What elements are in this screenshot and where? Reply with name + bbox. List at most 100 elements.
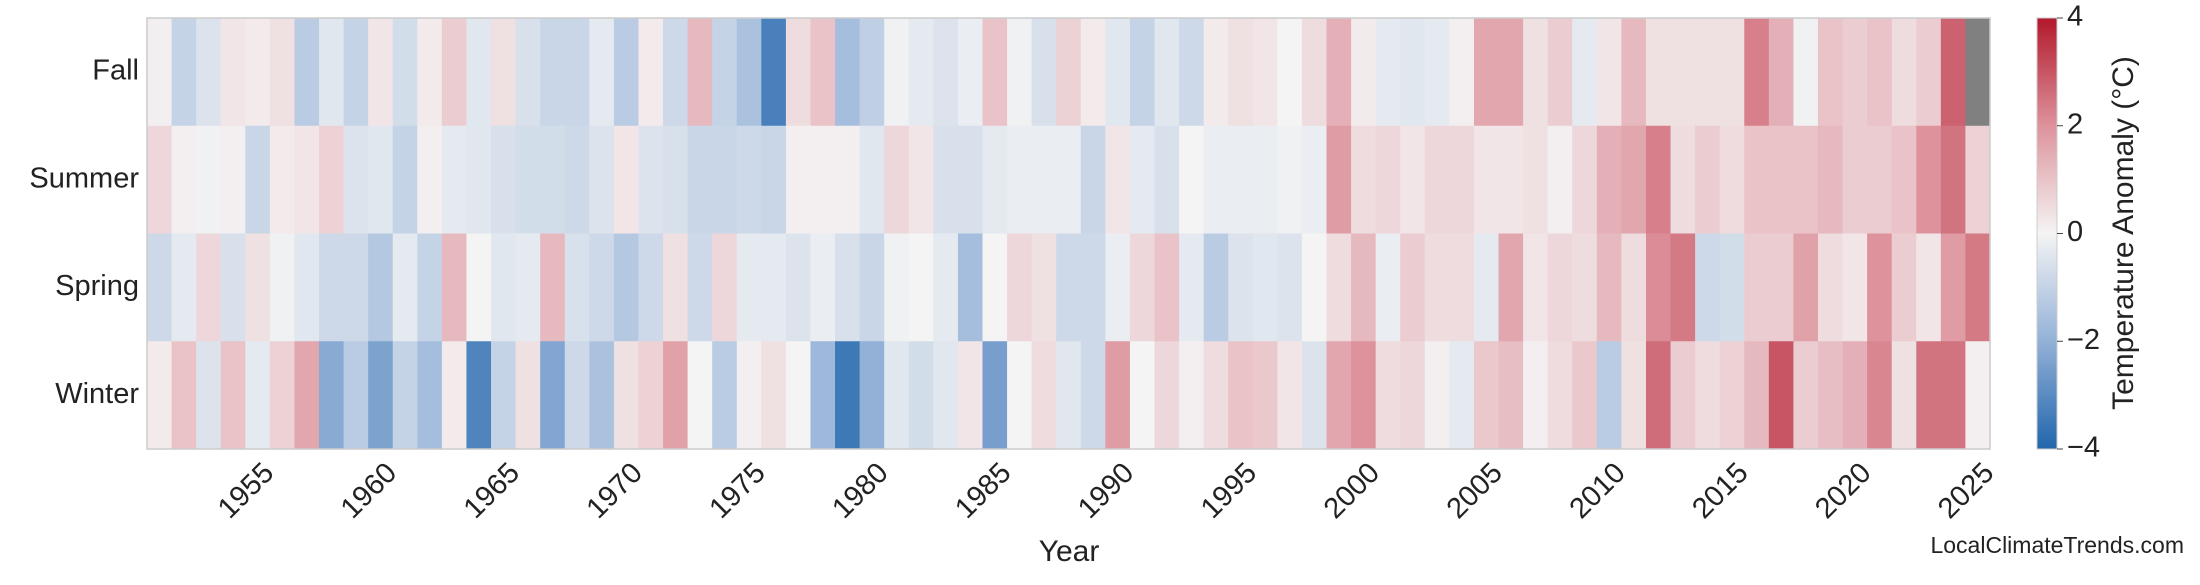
heat-cell (441, 125, 467, 234)
heat-cell (319, 125, 345, 234)
heat-cell (368, 341, 394, 450)
heat-cell (1351, 125, 1377, 234)
y-tick-label: Summer (29, 162, 139, 194)
heat-cell (1154, 125, 1180, 234)
heat-cell (220, 125, 246, 234)
heat-cell (245, 341, 271, 450)
heat-cell (1940, 341, 1966, 450)
heat-cell (1523, 341, 1549, 450)
heat-cell (171, 341, 197, 450)
x-axis-label: Year (1039, 535, 1100, 568)
heat-cell (1449, 233, 1475, 342)
heat-cell (1817, 18, 1844, 127)
x-tick-label: 1980 (826, 457, 894, 525)
x-tick-label: 2015 (1686, 457, 1754, 525)
heat-cell (1105, 341, 1131, 450)
x-tick-label: 1985 (949, 457, 1017, 525)
heat-cell (171, 233, 197, 342)
heat-cell (1326, 125, 1352, 234)
heat-cell (343, 233, 369, 342)
heat-cell (1596, 233, 1622, 342)
heat-cell (1203, 233, 1229, 342)
heat-cell (982, 125, 1008, 234)
colorbar-tick-label: −2 (2067, 324, 2100, 356)
heat-cell (1719, 341, 1745, 450)
heat-cell (1695, 125, 1721, 234)
heat-cell (319, 18, 345, 127)
heat-cell (220, 18, 246, 127)
y-tick-label: Spring (55, 270, 139, 302)
heat-cell (1031, 341, 1057, 450)
heat-cell (466, 125, 492, 234)
heat-cell (982, 233, 1008, 342)
heat-cell (1179, 233, 1205, 342)
heat-cell (957, 18, 983, 127)
heat-cell (1277, 233, 1303, 342)
heat-cell (1007, 341, 1033, 450)
heat-cell (712, 18, 738, 127)
heat-cell (294, 233, 320, 342)
heat-cell (1179, 18, 1205, 127)
heat-cell (1252, 233, 1278, 342)
x-tick-label: 1955 (212, 457, 280, 525)
colorbar-label: Temperature Anomaly (°C) (2107, 56, 2140, 410)
heat-cell (663, 18, 689, 127)
heat-cell (982, 18, 1008, 127)
heat-cell (1056, 125, 1082, 234)
heat-cell (1719, 233, 1745, 342)
heat-cell (1400, 125, 1426, 234)
heat-cell (1596, 18, 1622, 127)
heat-cell (1670, 233, 1696, 342)
heat-cell (908, 341, 934, 450)
heat-cell (1768, 233, 1794, 342)
heat-cell (1277, 18, 1303, 127)
heat-cell (1596, 341, 1622, 450)
heat-cell (1965, 233, 1991, 342)
heat-cell (785, 233, 811, 342)
heat-cell (1867, 233, 1893, 342)
heat-cell (1031, 233, 1057, 342)
heat-cell (1621, 341, 1647, 450)
x-tick-label: 1990 (1072, 457, 1140, 525)
heat-cell (1842, 233, 1868, 342)
heat-cell (859, 125, 885, 234)
x-tick-label: 1960 (335, 457, 403, 525)
heat-cell (1375, 341, 1401, 450)
heat-cell (540, 18, 566, 127)
heat-cell (1744, 18, 1770, 127)
heat-cell (564, 125, 590, 234)
heat-cell (810, 18, 836, 127)
heat-cell (1498, 233, 1524, 342)
heat-cell (343, 18, 369, 127)
heat-cell (663, 125, 689, 234)
heat-cell (1916, 341, 1942, 450)
heat-cell (1793, 18, 1819, 127)
heat-cell (147, 341, 173, 450)
heat-cell (957, 125, 983, 234)
heat-cell (589, 18, 615, 127)
heat-cell (1105, 233, 1131, 342)
heat-cell (761, 125, 787, 234)
heat-cell (835, 233, 861, 342)
x-tick-label: 1995 (1195, 457, 1263, 525)
heat-cell (515, 233, 541, 342)
colorbar-tick-label: −4 (2067, 432, 2100, 464)
heat-cell (1228, 233, 1254, 342)
heat-cell (220, 233, 246, 342)
heat-cell (269, 125, 295, 234)
heat-cell (1572, 233, 1598, 342)
heat-cell (417, 233, 443, 342)
heat-cell (1793, 125, 1819, 234)
heat-cell (392, 18, 418, 127)
heat-cell (1424, 233, 1450, 342)
heat-cell (1817, 341, 1844, 450)
heat-cell (1154, 233, 1180, 342)
heat-cell (1547, 233, 1573, 342)
heat-cell (638, 341, 664, 450)
heat-cell (1572, 125, 1598, 234)
x-tick-label: 1965 (458, 457, 526, 525)
heat-cell (491, 341, 517, 450)
heat-cell (761, 233, 787, 342)
heat-cell (294, 18, 320, 127)
heat-cell (1621, 233, 1647, 342)
